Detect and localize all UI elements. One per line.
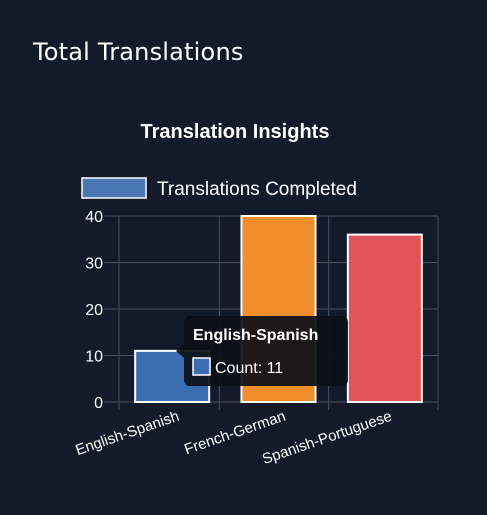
tooltip-label: Count: 11 [215,360,283,377]
tooltip-swatch [192,357,211,376]
bar-spanish-portuguese[interactable] [346,233,423,403]
tooltip-box [184,316,348,386]
legend-label: Translations Completed [157,179,357,200]
card-title: Total Translations [33,38,244,66]
y-tick-label: 40 [85,209,103,226]
y-tick-label: 0 [94,395,103,412]
tooltip-caret [176,344,184,358]
chart-title: Translation Insights [141,121,330,143]
y-tick-label: 30 [85,256,103,273]
y-tick-label: 20 [85,302,103,319]
y-tick-label: 10 [85,349,103,366]
legend-swatch [81,177,147,199]
x-tick-label: English-Spanish [73,408,181,459]
tooltip-title: English-Spanish [193,327,318,344]
